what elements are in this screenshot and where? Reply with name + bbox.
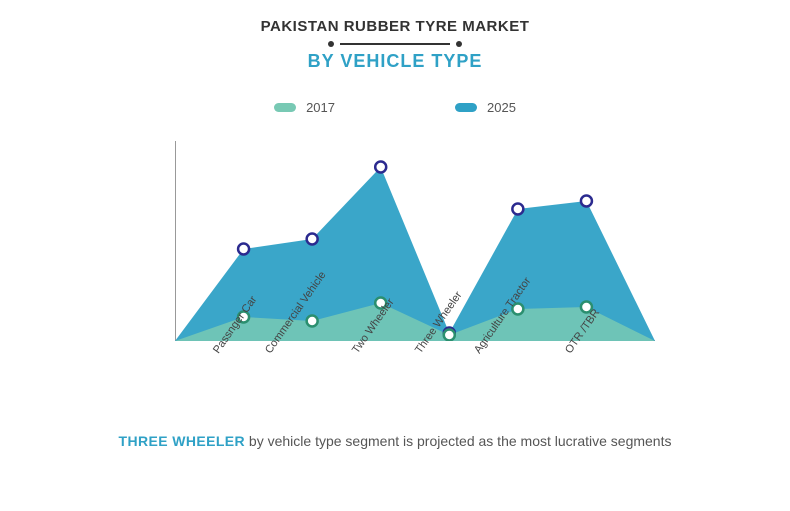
data-point-marker xyxy=(307,234,318,245)
legend-label: 2017 xyxy=(306,100,335,115)
chart-legend: 2017 2025 xyxy=(274,100,516,115)
area-chart: Passnger CarCommercial VehicleTwo Wheele… xyxy=(135,141,655,371)
divider-dot xyxy=(456,41,462,47)
chart-subtitle: BY VEHICLE TYPE xyxy=(308,51,483,72)
chart-title: PAKISTAN RUBBER TYRE MARKET xyxy=(261,18,530,35)
chart-footnote: THREE WHEELER by vehicle type segment is… xyxy=(119,433,672,449)
footnote-text: by vehicle type segment is projected as … xyxy=(245,433,671,449)
data-point-marker xyxy=(581,196,592,207)
x-axis-labels: Passnger CarCommercial VehicleTwo Wheele… xyxy=(175,345,655,415)
data-point-marker xyxy=(512,204,523,215)
legend-item-2017: 2017 xyxy=(274,100,335,115)
title-divider xyxy=(328,41,462,47)
legend-item-2025: 2025 xyxy=(455,100,516,115)
divider-line xyxy=(340,43,450,45)
data-point-marker xyxy=(307,316,318,327)
data-point-marker xyxy=(238,244,249,255)
data-point-marker xyxy=(375,162,386,173)
data-point-marker xyxy=(444,330,455,341)
legend-label: 2025 xyxy=(487,100,516,115)
legend-swatch-2025 xyxy=(455,103,477,112)
divider-dot xyxy=(328,41,334,47)
footnote-highlight: THREE WHEELER xyxy=(119,433,246,449)
legend-swatch-2017 xyxy=(274,103,296,112)
